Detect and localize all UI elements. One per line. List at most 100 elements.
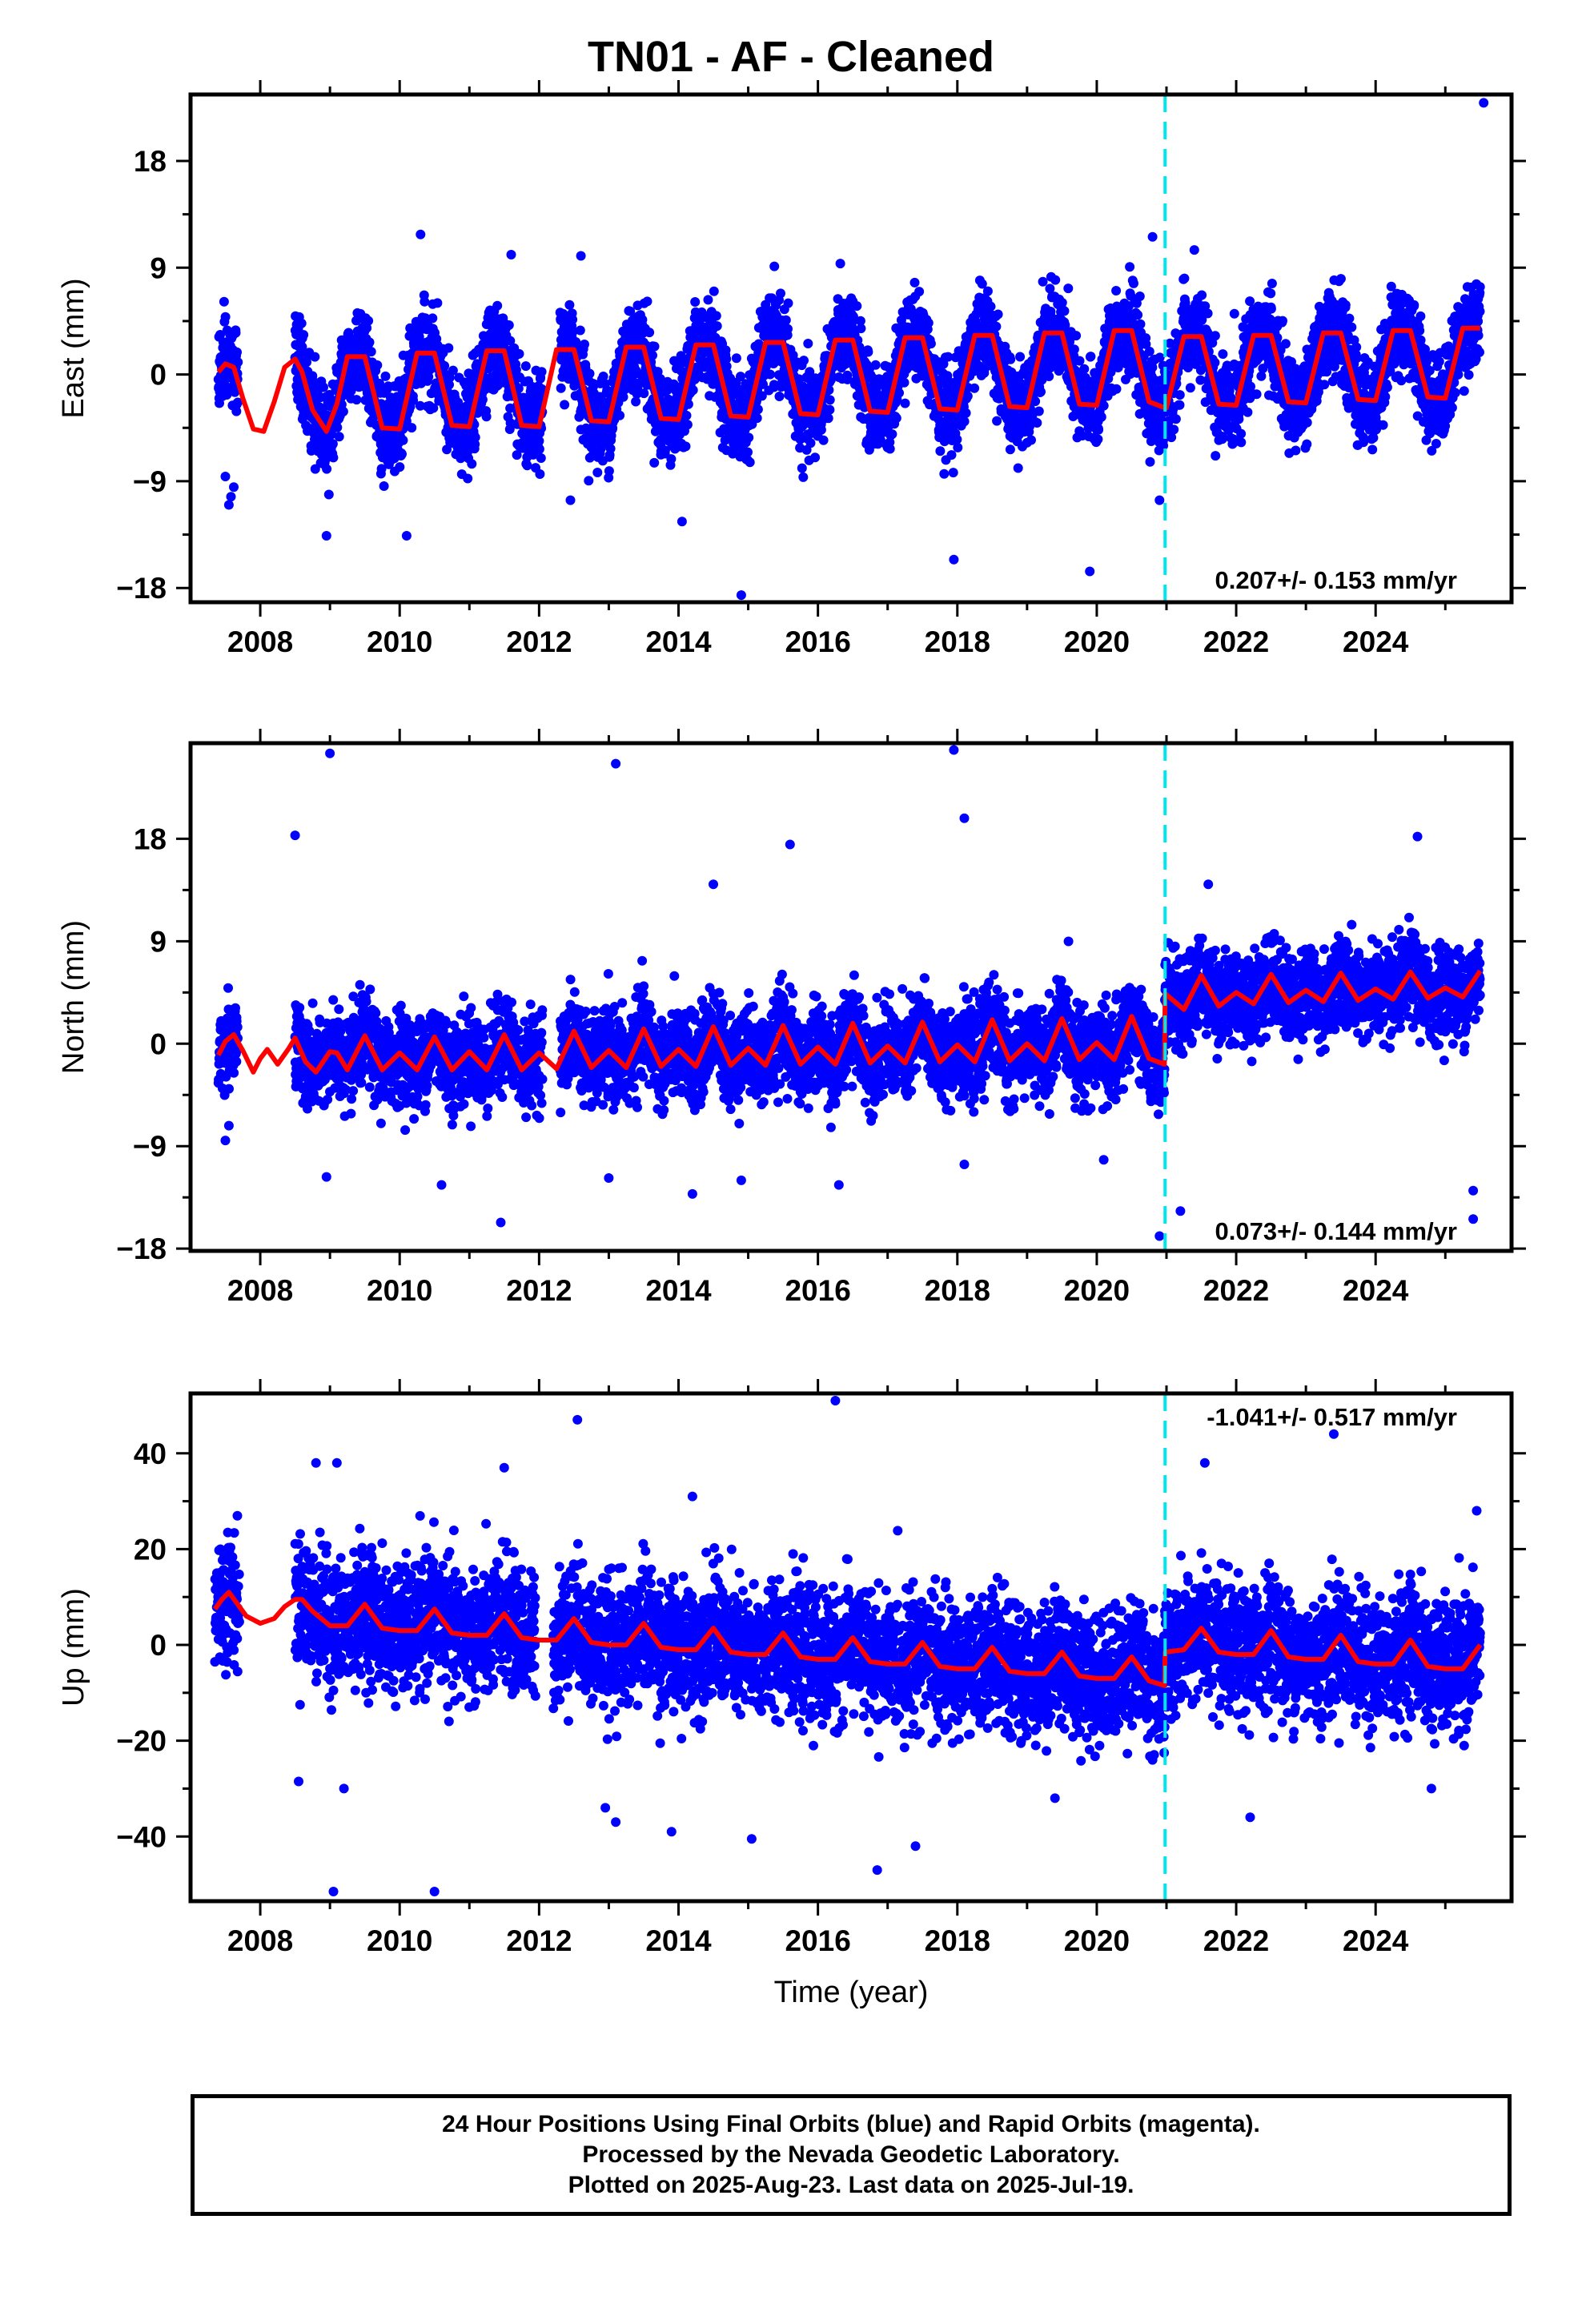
data-point bbox=[615, 410, 625, 420]
data-point bbox=[492, 300, 503, 311]
data-point bbox=[712, 321, 722, 332]
data-point bbox=[923, 318, 934, 328]
data-point bbox=[575, 325, 585, 336]
data-point bbox=[1071, 331, 1082, 341]
data-point bbox=[505, 336, 516, 346]
data-point bbox=[397, 449, 407, 459]
chart-title: TN01 - AF - Cleaned bbox=[587, 33, 995, 81]
data-point bbox=[781, 315, 791, 325]
data-point bbox=[366, 347, 376, 357]
data-point bbox=[1134, 292, 1145, 301]
data-point bbox=[511, 364, 521, 375]
data-point bbox=[1063, 283, 1074, 294]
data-point bbox=[395, 462, 405, 472]
data-point bbox=[322, 464, 332, 474]
data-point bbox=[744, 432, 754, 443]
data-point bbox=[637, 315, 648, 325]
data-point bbox=[970, 383, 980, 393]
data-point bbox=[682, 420, 693, 430]
data-point bbox=[1133, 310, 1143, 320]
data-point bbox=[1096, 412, 1106, 422]
data-point bbox=[364, 337, 375, 348]
data-point bbox=[753, 404, 763, 415]
data-point bbox=[536, 453, 546, 463]
data-point bbox=[514, 348, 524, 359]
data-point bbox=[1243, 407, 1253, 417]
data-point bbox=[1217, 434, 1227, 444]
data-point bbox=[219, 296, 229, 307]
data-point bbox=[797, 463, 807, 473]
data-point bbox=[605, 444, 616, 454]
data-point bbox=[513, 384, 524, 394]
data-point bbox=[520, 361, 531, 372]
data-point bbox=[752, 413, 762, 424]
data-point bbox=[1111, 286, 1122, 296]
data-point bbox=[681, 441, 691, 452]
data-point bbox=[1125, 262, 1135, 272]
data-point bbox=[818, 435, 829, 445]
data-point bbox=[231, 328, 241, 338]
data-point bbox=[319, 382, 328, 392]
data-point bbox=[1174, 390, 1185, 400]
data-point bbox=[1015, 352, 1026, 362]
data-point bbox=[556, 383, 566, 393]
data-point bbox=[408, 395, 419, 405]
data-point bbox=[504, 320, 514, 330]
data-point bbox=[1069, 344, 1079, 355]
data-point bbox=[887, 429, 897, 440]
data-point bbox=[743, 447, 753, 457]
data-point bbox=[407, 423, 417, 433]
data-point bbox=[1013, 463, 1023, 473]
data-point bbox=[774, 392, 785, 401]
data-point bbox=[1251, 389, 1262, 400]
data-point bbox=[534, 444, 544, 454]
data-point bbox=[604, 466, 614, 476]
data-point bbox=[1050, 275, 1061, 285]
data-point bbox=[805, 438, 816, 448]
data-point bbox=[328, 452, 339, 463]
data-point bbox=[420, 296, 430, 307]
data-point bbox=[939, 468, 950, 479]
data-point bbox=[681, 410, 692, 420]
data-point bbox=[799, 356, 809, 366]
data-point bbox=[810, 452, 821, 463]
data-point bbox=[721, 345, 731, 356]
data-point bbox=[1174, 400, 1185, 410]
data-point bbox=[380, 371, 391, 381]
data-point bbox=[993, 309, 1003, 320]
data-point bbox=[1203, 308, 1213, 319]
data-point bbox=[428, 403, 439, 413]
data-point bbox=[1210, 331, 1220, 341]
data-point bbox=[375, 378, 384, 388]
data-point bbox=[885, 444, 895, 454]
data-point bbox=[816, 424, 826, 435]
data-point bbox=[463, 473, 473, 484]
data-point bbox=[690, 297, 701, 307]
data-point bbox=[731, 353, 741, 364]
data-point bbox=[982, 286, 993, 296]
data-point bbox=[1145, 456, 1155, 467]
plots-canvas: 2008 2010 2012 2014 2016 2018 2020 2022 2024−18−… bbox=[57, 80, 1526, 2009]
data-point bbox=[769, 261, 780, 271]
data-point bbox=[327, 439, 338, 449]
data-point bbox=[688, 385, 698, 396]
data-point bbox=[332, 422, 343, 432]
data-point bbox=[584, 476, 594, 486]
data-point bbox=[568, 315, 578, 324]
data-point bbox=[334, 432, 344, 442]
data-point bbox=[900, 398, 910, 408]
data-point bbox=[376, 464, 387, 474]
data-point bbox=[414, 332, 424, 342]
data-point bbox=[649, 457, 660, 468]
data-point bbox=[512, 450, 522, 460]
data-point bbox=[1094, 424, 1104, 435]
data-point bbox=[852, 301, 862, 312]
data-point bbox=[935, 446, 946, 456]
data-point bbox=[803, 339, 813, 348]
data-point bbox=[745, 457, 755, 468]
data-point bbox=[639, 388, 649, 399]
data-point bbox=[310, 352, 320, 362]
data-point bbox=[351, 395, 362, 405]
data-point bbox=[856, 324, 866, 334]
data-point bbox=[302, 357, 311, 368]
